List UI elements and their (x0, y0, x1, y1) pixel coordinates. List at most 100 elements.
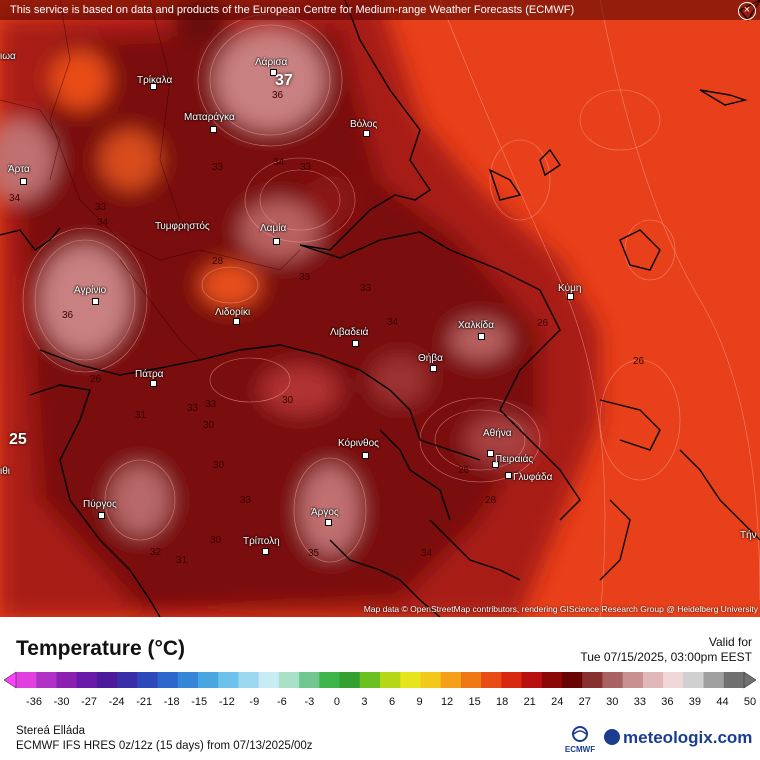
temp-label: 26 (633, 356, 645, 367)
scale-tick-label: 33 (633, 696, 646, 708)
city-label-lidoriki[interactable]: Λιδορίκι (215, 307, 251, 318)
scale-cell (683, 672, 705, 688)
scale-tick-label: 36 (661, 696, 674, 708)
scale-tick-label: 50 (743, 696, 757, 708)
map-canvas (0, 0, 760, 617)
scale-tick-label: -18 (163, 696, 180, 708)
scale-cell (238, 672, 260, 688)
temp-label: 31 (135, 410, 147, 421)
scale-arrow-left (4, 671, 17, 689)
meteologix-logo-text: meteologix.com (623, 728, 753, 747)
scale-cell (541, 672, 563, 688)
scale-tick-label: 44 (716, 696, 729, 708)
scale-tick-label: -24 (108, 696, 125, 708)
banner-text: This service is based on data and produc… (10, 4, 575, 16)
city-label-agrinio[interactable]: Αγρίνιο (74, 285, 107, 296)
ecmwf-icon: ECMWF (565, 726, 595, 754)
city-label-korinthos[interactable]: Κόρινθος (338, 438, 379, 449)
scale-tick-label: 6 (388, 696, 396, 708)
city-marker (233, 318, 240, 325)
city-marker (273, 238, 280, 245)
city-label-larisa[interactable]: Λάρισα (255, 57, 288, 68)
scale-cell (440, 672, 462, 688)
scale-tick-label: 3 (361, 696, 368, 708)
scale-cell (400, 672, 421, 688)
scale-cell (76, 672, 98, 688)
scale-cell (622, 672, 644, 688)
temperature-map[interactable]: This service is based on data and produc… (0, 0, 760, 617)
scale-cell (319, 672, 341, 688)
city-marker (98, 512, 105, 519)
color-scale (4, 671, 756, 689)
city-label-chalkida[interactable]: Χαλκίδα (458, 320, 495, 331)
city-label-tymfristos[interactable]: Τυμφρηστός (155, 221, 210, 232)
ecmwf-banner: This service is based on data and produc… (0, 0, 760, 20)
city-label-arta[interactable]: Άρτα (8, 164, 30, 175)
temp-label: 30 (203, 420, 215, 431)
city-marker (505, 472, 512, 479)
city-marker (363, 130, 370, 137)
temp-label: 34 (273, 157, 285, 168)
temp-label: 33 (187, 403, 199, 414)
city-marker (325, 519, 332, 526)
city-label-glyfada[interactable]: Γλυφάδα (513, 472, 553, 483)
city-label-edge-left-2[interactable]: ιθι (0, 466, 11, 477)
city-marker (210, 126, 217, 133)
scale-tick-label: -3 (304, 696, 315, 708)
map-attribution: Map data © OpenStreetMap contributors, r… (363, 604, 758, 614)
scale-cell (521, 672, 543, 688)
city-label-volos[interactable]: Βόλος (350, 119, 378, 130)
scale-tick-label: -15 (191, 696, 208, 708)
temp-label: 36 (272, 90, 284, 101)
meteologix-icon (604, 729, 620, 745)
city-marker (150, 380, 157, 387)
scale-cell (198, 672, 219, 688)
scale-cell (703, 672, 725, 688)
scale-tick-label: -36 (26, 696, 42, 708)
scale-tick-label: -21 (136, 696, 153, 708)
meteologix-logo[interactable]: meteologix.com (604, 728, 752, 748)
valid-label: Valid for (708, 635, 752, 649)
temp-label: 33 (240, 495, 252, 506)
temp-label: 33 (212, 162, 224, 173)
city-label-pyrgos[interactable]: Πύργος (83, 499, 117, 510)
close-banner-button[interactable]: × (738, 2, 756, 20)
city-label-tripoli[interactable]: Τρίπολη (243, 536, 280, 547)
legend-panel: Temperature (°C) Valid for Tue 07/15/202… (0, 617, 760, 760)
ecmwf-logo[interactable]: ECMWF (560, 725, 600, 755)
temp-label: 36 (62, 310, 74, 321)
scale-cell (380, 672, 401, 688)
city-label-argos[interactable]: Άργος (311, 507, 339, 518)
city-label-mataragka[interactable]: Ματαράγκα (184, 112, 235, 123)
scale-cell (642, 672, 664, 688)
scale-tick-label: 12 (440, 696, 454, 708)
temp-label: 33 (299, 272, 311, 283)
temp-label: 34 (387, 317, 399, 328)
scale-tick-label: -27 (81, 696, 98, 708)
scale-tick-label: -12 (218, 696, 235, 708)
city-label-trikala[interactable]: Τρίκαλα (137, 75, 173, 86)
scale-cell (278, 672, 300, 688)
scale-cell (137, 672, 159, 688)
temp-label: 33 (300, 162, 312, 173)
temp-label: 28 (212, 256, 224, 267)
temp-label: 26 (90, 374, 102, 385)
city-label-lamia[interactable]: Λαμία (260, 223, 287, 234)
temp-label: 31 (176, 555, 188, 566)
scale-tick-label: -9 (249, 696, 260, 708)
city-label-athina[interactable]: Αθήνα (483, 428, 512, 439)
temp-highlight-max: 37 (275, 72, 293, 89)
city-label-edge-left[interactable]: ιωα (0, 51, 16, 62)
scale-cell (602, 672, 624, 688)
city-label-patra[interactable]: Πάτρα (135, 369, 164, 380)
scale-ticks: -36 -30 -27 -24 -21 -18 -15 -12 -9 -6 -3 0 3 6 9 12 15 18… (0, 696, 760, 710)
city-label-thiva[interactable]: Θήβα (418, 353, 443, 364)
region-name: Stereá Elláda (16, 725, 86, 737)
city-label-edge-right[interactable]: Τήν (740, 530, 757, 541)
valid-time: Tue 07/15/2025, 03:00pm EEST (580, 650, 752, 664)
city-label-kymi[interactable]: Κύμη (558, 283, 582, 294)
city-label-peiraias[interactable]: Πειραιάς (495, 454, 534, 465)
scale-tick-label: -6 (276, 696, 287, 708)
temp-label: 26 (458, 465, 470, 476)
city-label-livadeia[interactable]: Λιβαδειά (330, 327, 369, 338)
